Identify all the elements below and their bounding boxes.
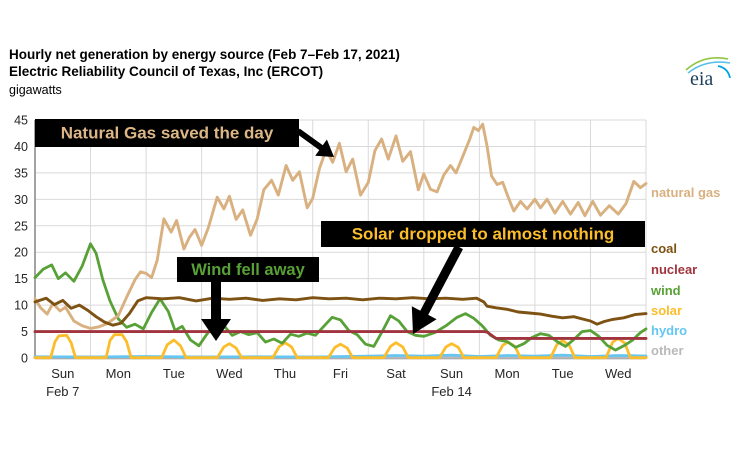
y-tick-label: 30 [14, 193, 28, 207]
series-line-natural-gas [33, 122, 648, 330]
x-tick-label-date: Feb 14 [431, 384, 471, 399]
solar-note-label: Solar dropped to almost nothing [352, 225, 615, 244]
y-tick-label: 15 [14, 272, 28, 286]
y-tick-label: 0 [21, 352, 28, 366]
legend-item-nuclear: nuclear [651, 262, 697, 277]
x-tick-label-date: Feb 7 [46, 384, 79, 399]
y-tick-label: 25 [14, 219, 28, 233]
chart-axis-labels: 0 5 10 15 20 25 30 35 40 45 Sun Mon Tue Wed Thu Fri Sat S… [14, 114, 631, 400]
wind-note-label: Wind fell away [191, 261, 305, 279]
eia-logo-text: eia [690, 68, 713, 90]
chart-annotations: Natural Gas saved the day Solar dropped t… [35, 119, 645, 341]
natural-gas-note-label: Natural Gas saved the day [61, 124, 274, 143]
natural-gas-note-arrow-head [315, 139, 334, 157]
wind-note-box [177, 257, 319, 282]
series-line-solar [33, 333, 648, 360]
legend-item-coal: coal [651, 241, 677, 256]
x-tick-label-day: Sat [386, 366, 406, 381]
x-tick-label-day: Fri [333, 366, 348, 381]
x-tick-label-day: Wed [216, 366, 243, 381]
solar-note-arrow-shaft [419, 244, 463, 317]
x-tick-label-day: Sun [51, 366, 74, 381]
x-tick-label-day: Thu [274, 366, 296, 381]
unit-label: gigawatts [9, 83, 62, 97]
natural-gas-note-arrow-shaft [296, 128, 325, 152]
solar-note-box [321, 221, 645, 247]
series-line-wind [33, 242, 648, 352]
y-tick-label: 40 [14, 140, 28, 154]
legend-item-natural-gas: natural gas [651, 185, 720, 200]
eia-logo: eia [678, 52, 736, 92]
y-tick-label: 20 [14, 246, 28, 260]
x-tick-label-day: Sun [440, 366, 463, 381]
solar-note-arrow-head [411, 306, 437, 334]
y-tick-label: 5 [21, 325, 28, 339]
series-line-coal [33, 296, 648, 327]
legend-item-other: other [651, 343, 684, 358]
y-tick-label: 45 [14, 114, 28, 128]
natural-gas-note-box [35, 119, 299, 147]
chart-subtitle: Electric Reliability Council of Texas, I… [9, 64, 324, 79]
wind-note-arrow-head [201, 319, 231, 341]
y-tick-label: 35 [14, 166, 28, 180]
x-tick-label-day: Tue [163, 366, 185, 381]
legend-item-wind: wind [650, 283, 681, 298]
chart-header: Hourly net generation by energy source (… [9, 46, 400, 99]
chart-series [33, 122, 648, 360]
y-tick-label: 10 [14, 299, 28, 313]
legend-item-hydro: hydro [651, 323, 687, 338]
chart-legend: natural gas coal nuclear wind solar hydro othe… [650, 185, 720, 358]
series-line-nuclear [33, 330, 648, 340]
x-tick-label-day: Wed [605, 366, 632, 381]
series-line-hydro [33, 353, 648, 359]
legend-item-solar: solar [651, 303, 682, 318]
x-tick-label-day: Mon [106, 366, 131, 381]
eia-logo-swoosh [685, 57, 731, 79]
x-tick-label-day: Mon [494, 366, 519, 381]
chart-title: Hourly net generation by energy source (… [9, 47, 400, 62]
x-tick-label-day: Tue [552, 366, 574, 381]
